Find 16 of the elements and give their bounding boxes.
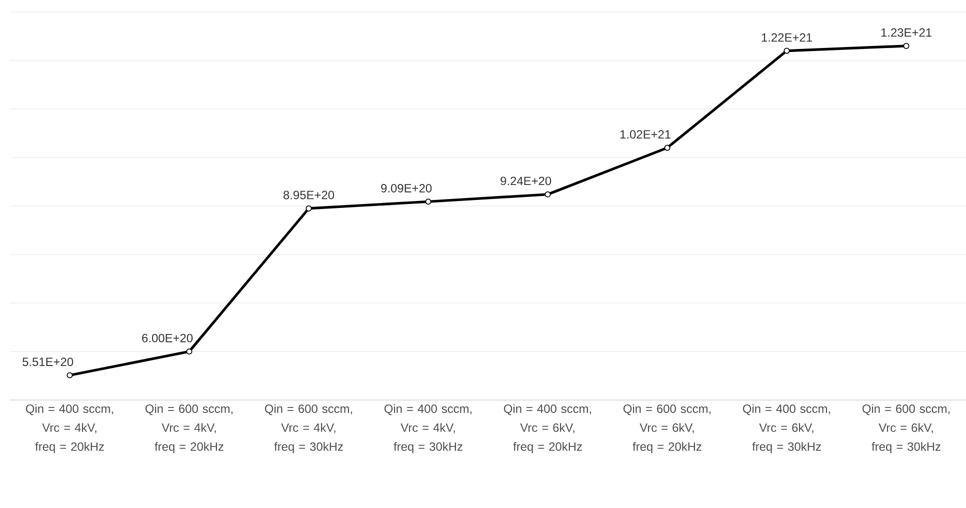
x-tick-label: Qin = 600 sccm, Vrc = 6kV, freq = 20kHz <box>623 404 711 454</box>
x-tick-label: Qin = 400 sccm, Vrc = 6kV, freq = 20kHz <box>504 404 592 454</box>
data-label: 1.23E+21 <box>881 28 932 37</box>
data-label: 9.09E+20 <box>381 184 432 192</box>
x-tick-label: Qin = 400 sccm, Vrc = 4kV, freq = 30kHz <box>384 404 472 454</box>
data-label: 8.95E+20 <box>284 190 334 200</box>
data-label: 9.24E+20 <box>500 176 552 186</box>
x-tick-label: Qin = 400 sccm, Vrc = 6kV, freq = 30kHz <box>742 404 830 454</box>
data-label: 1.22E+21 <box>762 33 812 42</box>
data-label: 6.00E+20 <box>142 334 193 342</box>
x-tick-label: Qin = 400 sccm, Vrc = 4kV, freq = 20kHz <box>26 404 114 454</box>
x-tick-label: Qin = 600 sccm, Vrc = 6kV, freq = 30kHz <box>862 404 950 454</box>
x-tick-label: Qin = 600 sccm, Vrc = 4kV, freq = 30kHz <box>264 404 352 454</box>
data-label: 1.02E+21 <box>620 130 670 139</box>
data-label: 5.51E+20 <box>22 358 74 366</box>
x-tick-label: Qin = 600 sccm, Vrc = 4kV, freq = 20kHz <box>145 404 233 454</box>
